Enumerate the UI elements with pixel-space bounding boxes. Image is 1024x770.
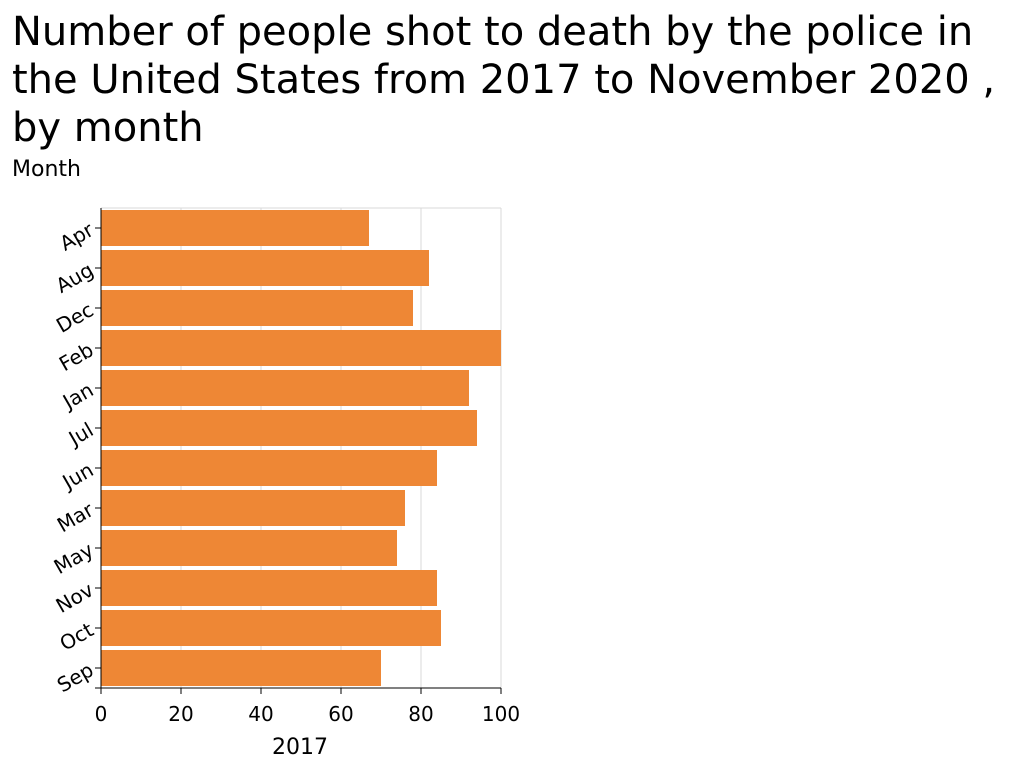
y-tick-label: Mar [53, 497, 98, 537]
axes [95, 208, 502, 694]
x-tick-label: 100 [482, 702, 520, 726]
bar [101, 370, 469, 406]
y-tick-label: May [50, 537, 98, 579]
bar [101, 610, 441, 646]
y-tick-label: Jul [63, 418, 98, 452]
y-tick-label: Dec [52, 298, 98, 338]
x-tick-label: 80 [408, 702, 433, 726]
y-tick-label: Oct [56, 617, 98, 655]
y-tick-label: Sep [53, 658, 98, 698]
y-tick-label: Jun [57, 458, 98, 495]
bar [101, 530, 397, 566]
x-axis-label: 2017 [272, 735, 328, 760]
x-tick-label: 40 [248, 702, 273, 726]
y-tick-label: Nov [52, 577, 98, 617]
bar [101, 570, 437, 606]
chart-title: Number of people shot to death by the po… [12, 9, 996, 151]
bar [101, 210, 369, 246]
x-tick-label: 60 [328, 702, 353, 726]
x-tick-label: 0 [95, 702, 108, 726]
y-tick-label: Feb [55, 338, 98, 376]
bar [101, 250, 429, 286]
bar [101, 290, 413, 326]
bars [101, 210, 501, 686]
bar [101, 410, 477, 446]
y-tick-label: Aug [52, 258, 98, 298]
bar [101, 650, 381, 686]
y-tick-label: Apr [56, 217, 99, 255]
bar [101, 450, 437, 486]
x-tick-label: 20 [168, 702, 193, 726]
y-axis-label: Month [12, 157, 81, 182]
bar [101, 490, 405, 526]
y-tick-label: Jan [57, 378, 97, 415]
bar [101, 330, 501, 366]
